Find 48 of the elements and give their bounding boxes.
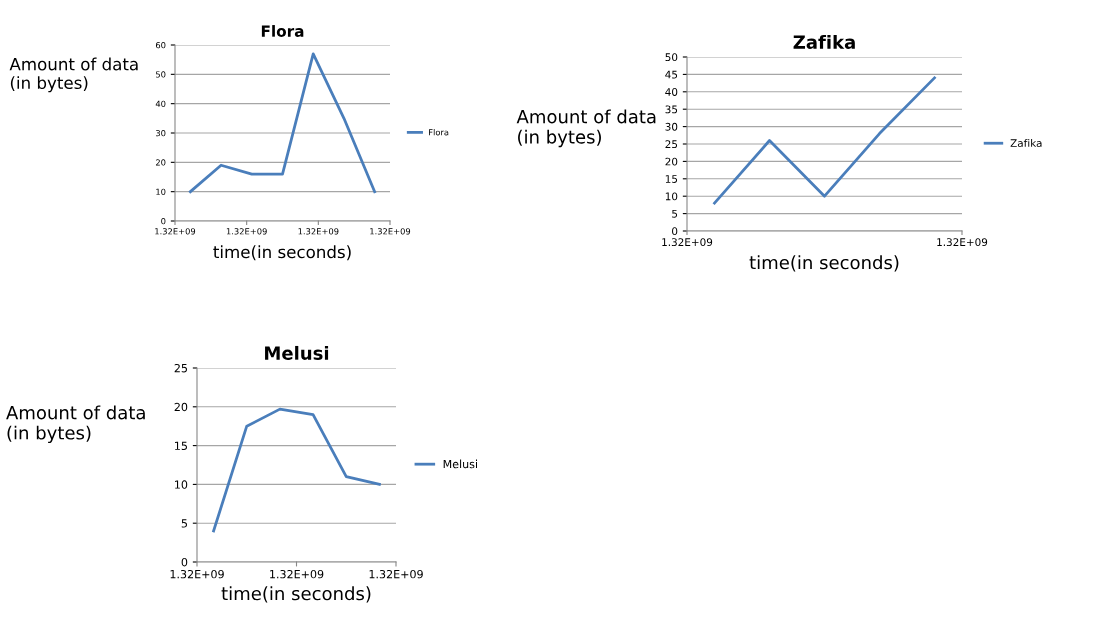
y-axis-title: Amount of data (in bytes)	[9, 57, 138, 93]
text: 1.32E+09	[155, 228, 196, 235]
x-axis-title: time(in seconds)	[749, 255, 899, 272]
y-tick-label: 15	[175, 441, 187, 450]
legend-label: Melusi	[443, 459, 477, 469]
text: 1.32E+09	[369, 569, 423, 579]
text: 1.32E+09	[937, 238, 988, 247]
y-tick-label: 50	[665, 53, 678, 62]
y-axis-title: Amount of data (in bytes)	[6, 405, 145, 444]
y-tick-label: 35	[665, 105, 678, 114]
y-tick-label: 50	[156, 71, 166, 78]
x-axis-title: time(in seconds)	[221, 586, 371, 603]
y-tick-label: 0	[161, 217, 166, 225]
y-tick-label: 20	[665, 157, 678, 166]
y-tick-label: 40	[665, 88, 678, 96]
text: 1.32E+09	[170, 569, 224, 579]
y-tick-label: 20	[155, 159, 166, 166]
text: 1.32E+09	[662, 238, 713, 247]
legend-label: Flora	[429, 128, 449, 136]
line-series	[713, 76, 936, 205]
line-series	[212, 407, 381, 533]
y-tick-label: 5	[672, 209, 678, 218]
line-series	[188, 52, 377, 194]
y-tick-label: 10	[156, 188, 166, 195]
chart-title: Melusi	[265, 345, 329, 360]
chart-title: Zafika	[793, 34, 855, 49]
y-tick-label: 30	[156, 129, 166, 137]
x-axis-title: time(in seconds)	[213, 245, 351, 261]
y-tick-label: 45	[665, 70, 678, 79]
y-tick-label: 15	[665, 175, 678, 183]
legend-label: Zafika	[1010, 138, 1042, 148]
text: 1.32E+09	[270, 569, 324, 579]
y-tick-label: 10	[175, 480, 188, 489]
y-tick-label: 60	[155, 41, 166, 49]
y-tick-label: 25	[174, 363, 187, 373]
y-tick-label: 5	[181, 519, 187, 528]
chart-title: Flora	[261, 25, 304, 37]
y-tick-label: 0	[672, 227, 678, 236]
y-axis-title: Amount of data (in bytes)	[516, 109, 656, 148]
y-tick-label: 25	[665, 140, 678, 149]
text: 1.32E+09	[298, 228, 339, 235]
y-tick-label: 0	[181, 557, 188, 567]
y-tick-label: 40	[155, 100, 166, 107]
y-tick-label: 10	[665, 192, 678, 201]
text: 1.32E+09	[370, 228, 411, 235]
y-tick-label: 20	[174, 402, 188, 412]
y-tick-label: 30	[665, 122, 678, 131]
text: 1.32E+09	[226, 228, 267, 235]
